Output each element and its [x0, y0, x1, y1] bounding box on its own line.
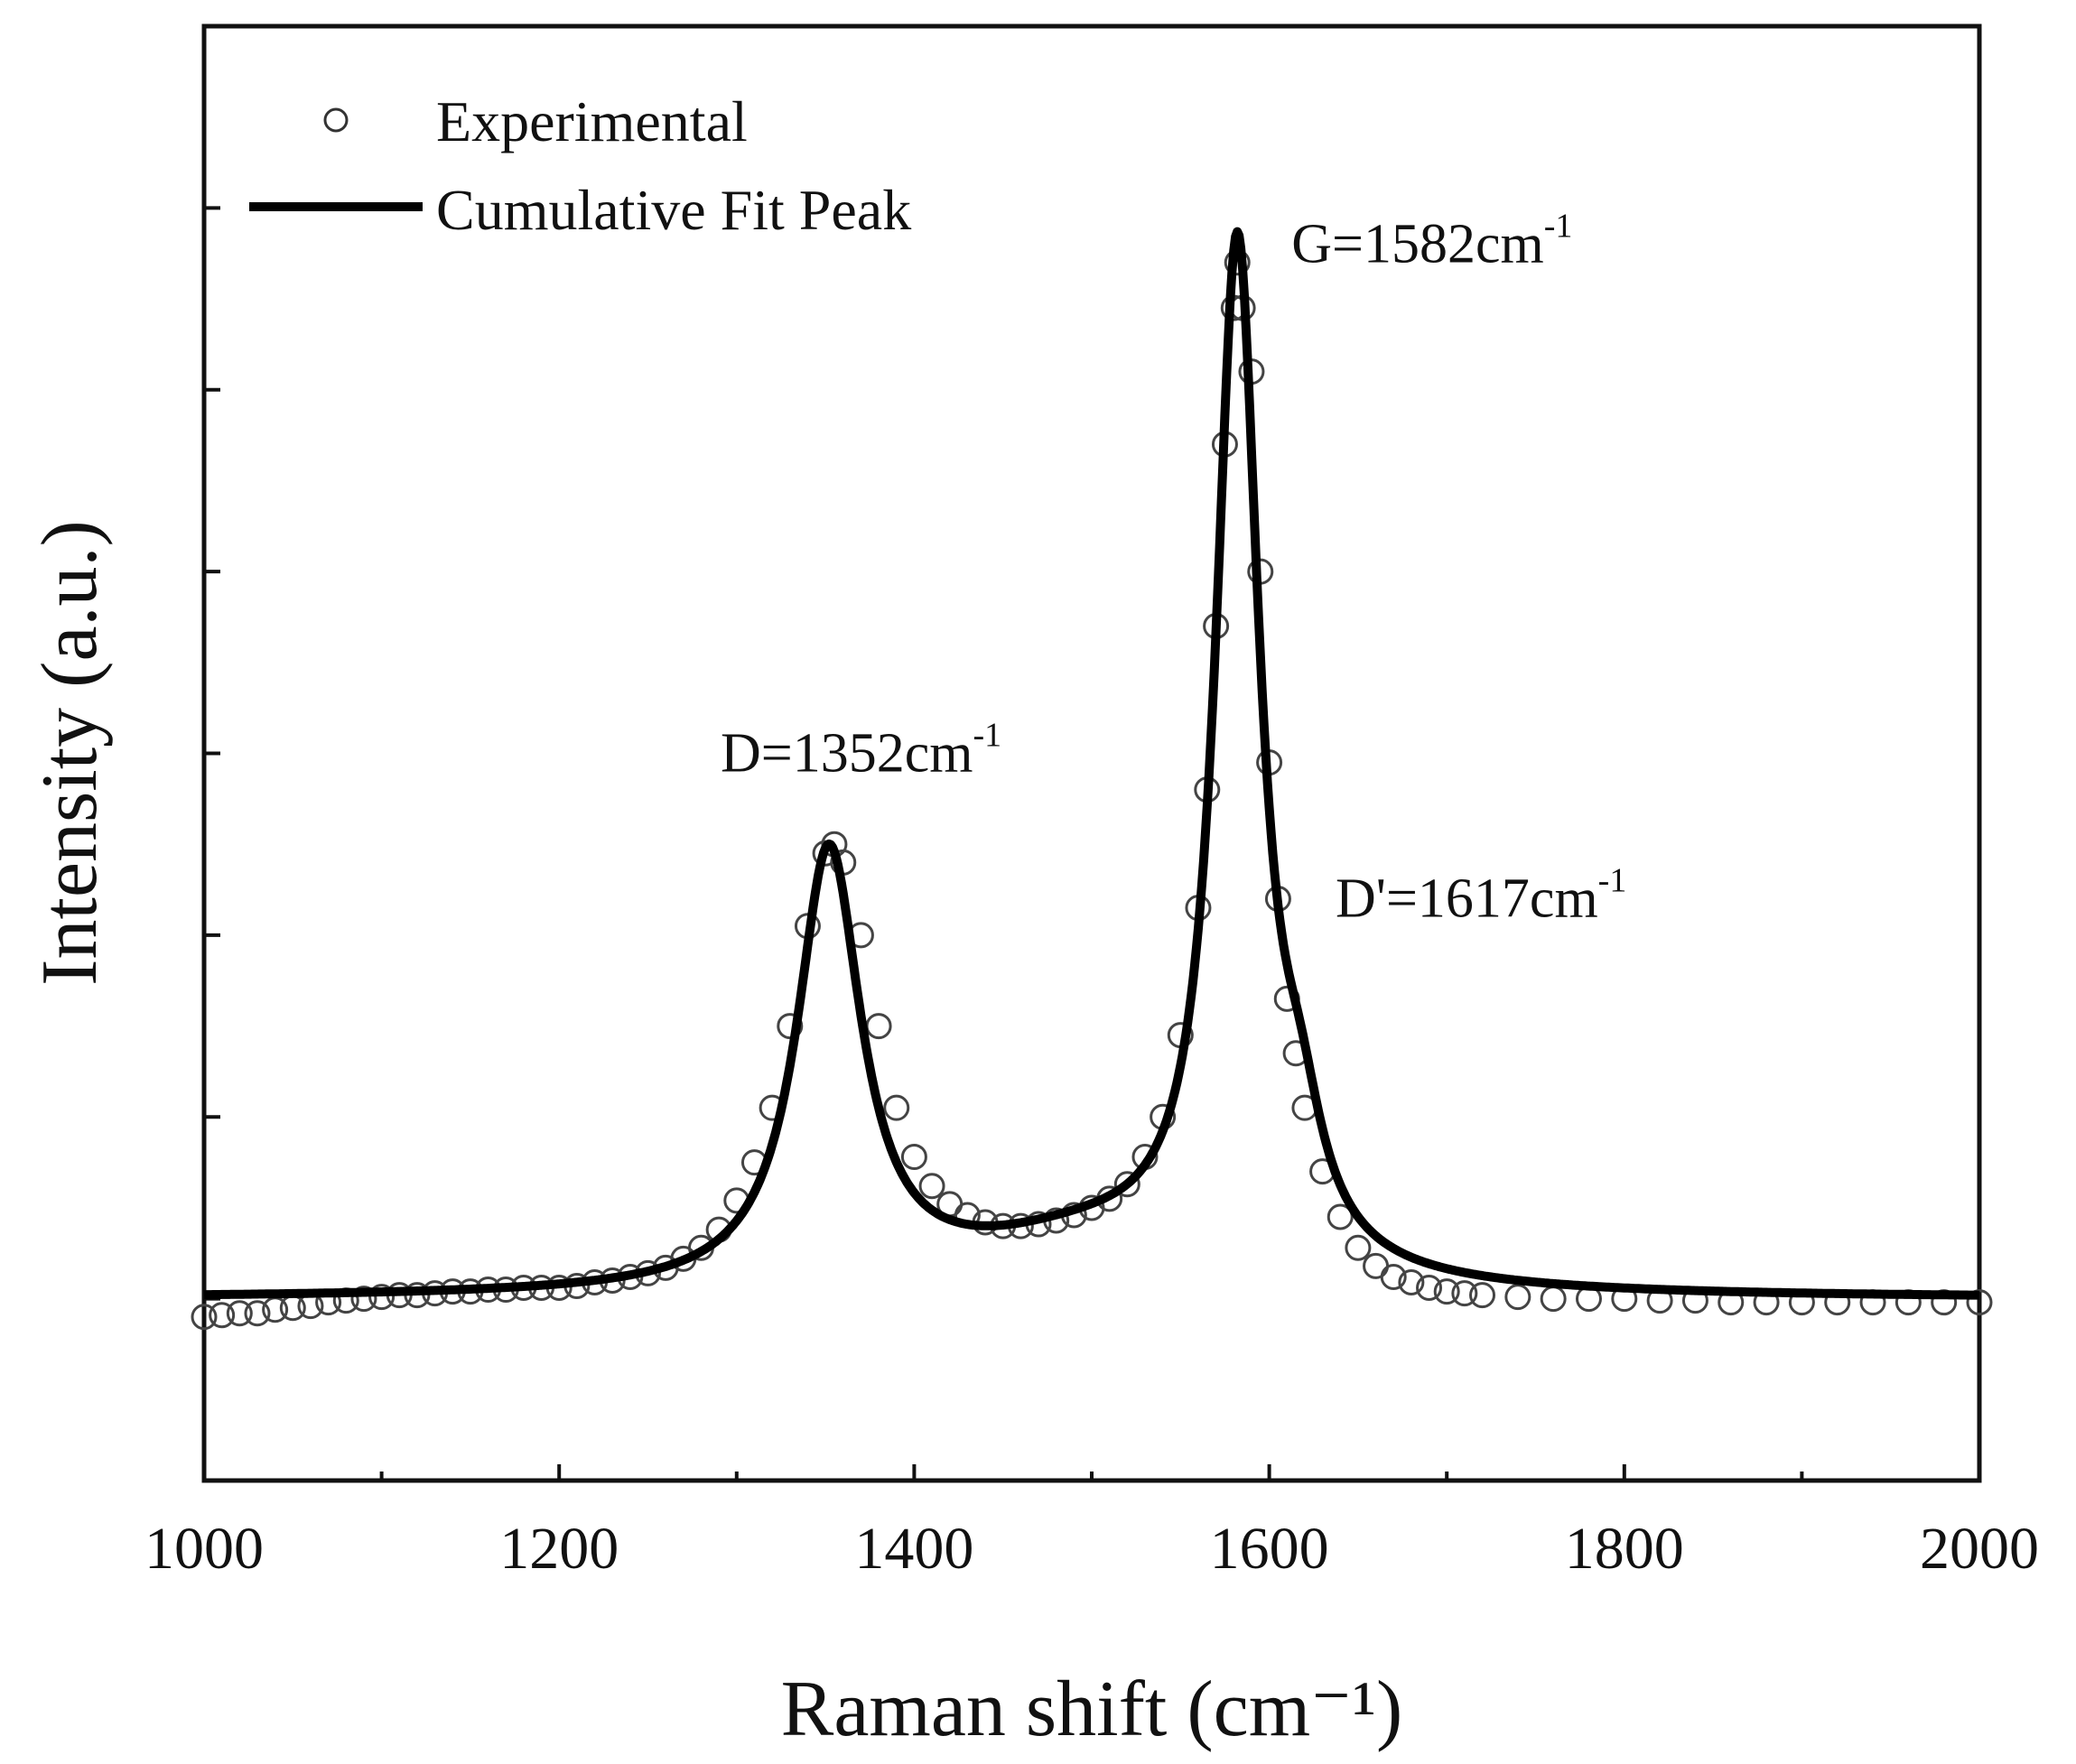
experimental-point-39 — [865, 1013, 892, 1040]
plot-frame — [201, 23, 1982, 1483]
experimental-point-10 — [368, 1284, 396, 1311]
experimental-point-74 — [1363, 1252, 1390, 1279]
experimental-point-53 — [1113, 1171, 1140, 1198]
y-axis-title: Intensity (a.u.) — [26, 520, 114, 986]
x-tick-label-2: 1400 — [854, 1516, 973, 1582]
experimental-point-73 — [1345, 1234, 1372, 1261]
y-axis-ticks — [204, 206, 220, 1301]
experimental-point-40 — [883, 1094, 910, 1121]
experimental-point-41 — [900, 1144, 927, 1171]
legend-label-experimental: Experimental — [436, 89, 748, 153]
legend-label-fit: Cumulative Fit Peak — [436, 178, 911, 242]
experimental-point-3 — [244, 1300, 271, 1327]
peak-annotation-2: D'=1617cm-1 — [1336, 862, 1626, 930]
experimental-point-94 — [1966, 1289, 1993, 1316]
experimental-point-75 — [1380, 1263, 1407, 1290]
experimental-point-0 — [191, 1304, 218, 1331]
experimental-point-78 — [1433, 1278, 1460, 1305]
peak-annotations: D=1352cm-1 G=1582cm-1 D'=1617cm-1 — [721, 208, 1626, 930]
experimental-point-79 — [1451, 1280, 1478, 1307]
experimental-point-80 — [1469, 1282, 1496, 1309]
peak-annotation-0: D=1352cm-1 — [721, 717, 1001, 785]
experimental-point-9 — [350, 1286, 377, 1313]
x-tick-label-1: 1200 — [499, 1516, 619, 1582]
x-tick-label-5: 2000 — [1920, 1516, 2039, 1582]
experimental-point-42 — [918, 1173, 945, 1200]
x-axis-title: Raman shift (cm⁻¹) — [781, 1666, 1403, 1753]
peak-annotation-1: G=1582cm-1 — [1291, 208, 1572, 275]
legend-marker-experimental — [323, 107, 349, 133]
experimental-point-1 — [209, 1302, 236, 1329]
experimental-point-77 — [1416, 1275, 1443, 1302]
cumulative-fit-line — [201, 227, 1982, 1300]
experimental-point-81 — [1504, 1284, 1531, 1311]
x-axis-ticks — [202, 1464, 1981, 1481]
experimental-point-2 — [226, 1300, 253, 1327]
experimental-point-82 — [1540, 1286, 1567, 1313]
x-tick-label-0: 1000 — [144, 1516, 264, 1582]
experimental-point-72 — [1327, 1203, 1354, 1230]
x-tick-label-3: 1600 — [1210, 1516, 1329, 1582]
x-tick-label-4: 1800 — [1565, 1516, 1684, 1582]
legend: Experimental Cumulative Fit Peak — [249, 89, 911, 242]
x-axis-tick-labels: 1000 1200 1400 1600 1800 2000 — [144, 1516, 2039, 1582]
experimental-point-76 — [1398, 1269, 1425, 1296]
experimental-point-33 — [777, 1013, 804, 1040]
experimental-series — [191, 249, 1993, 1331]
